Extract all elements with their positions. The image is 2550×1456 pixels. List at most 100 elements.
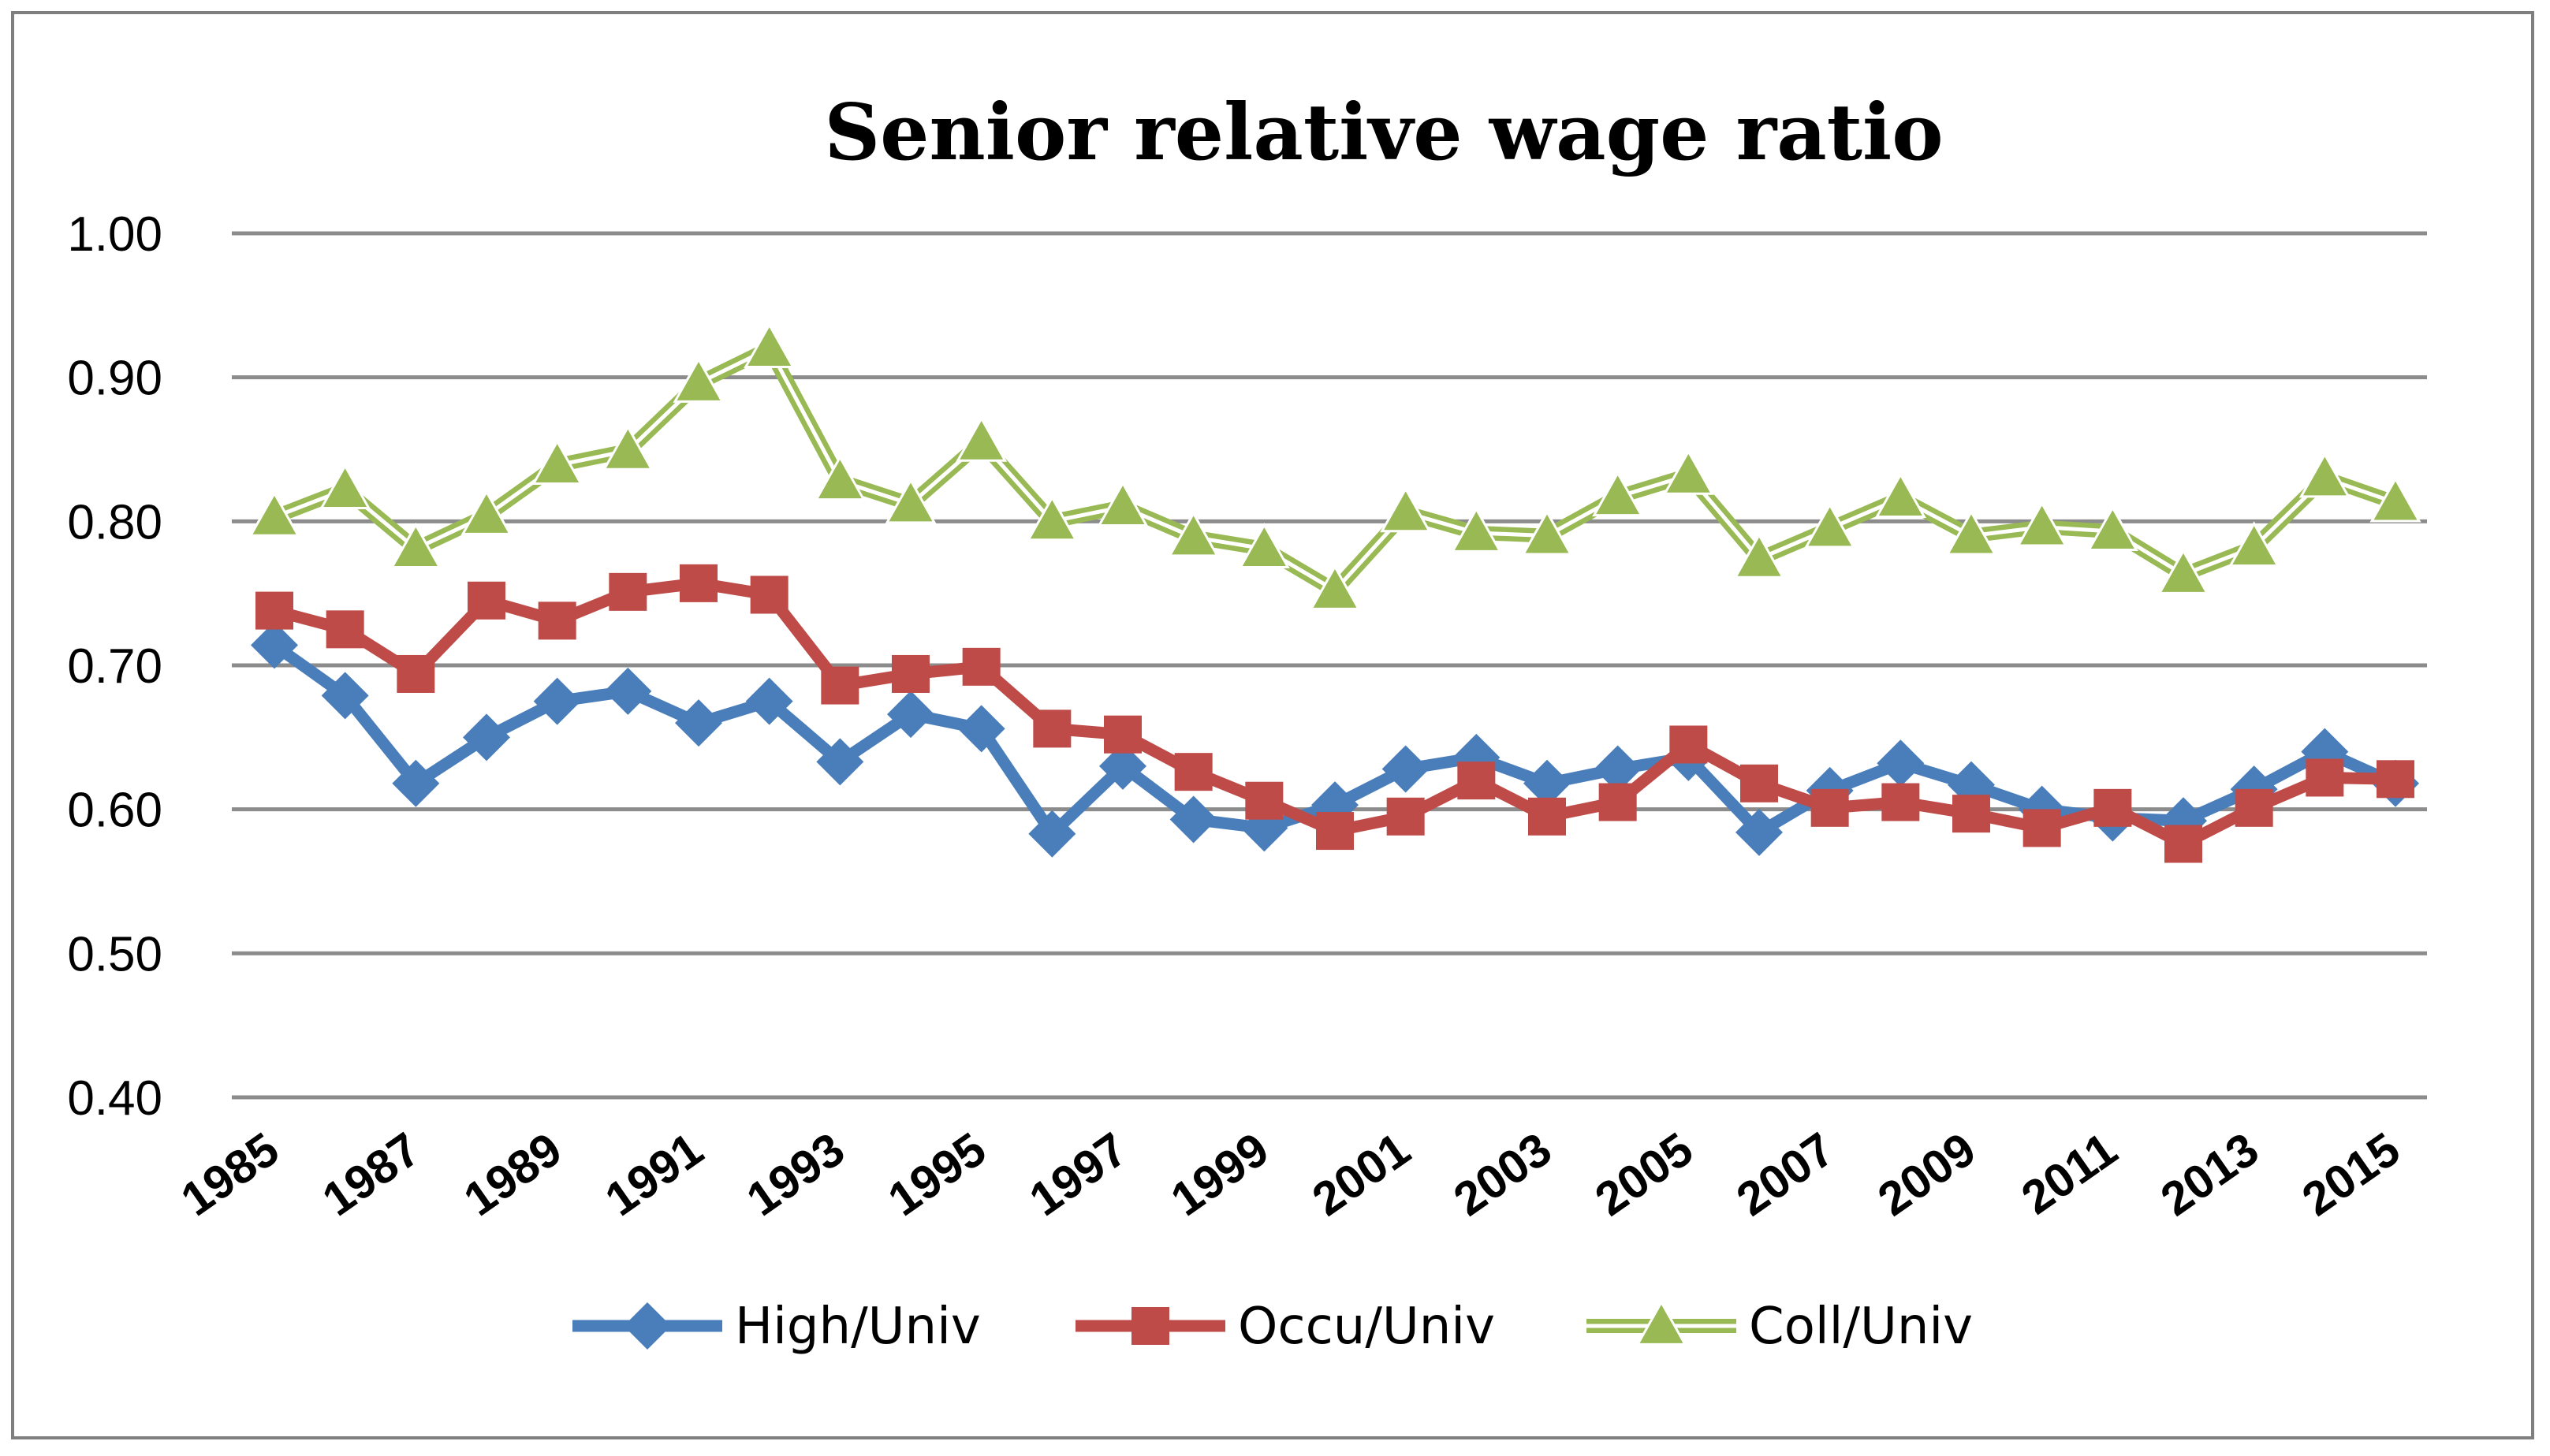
data-point-occu-univ xyxy=(1740,764,1778,802)
data-point-coll-univ xyxy=(1945,509,1997,556)
data-point-high-univ xyxy=(1381,745,1430,793)
data-point-high-univ xyxy=(463,713,510,762)
data-point-coll-univ xyxy=(2369,476,2421,523)
x-tick-label: 2007 xyxy=(1727,1123,1844,1226)
data-point-coll-univ xyxy=(2298,452,2351,498)
data-point-occu-univ xyxy=(892,654,930,693)
data-point-occu-univ xyxy=(1245,781,1284,820)
legend-marker xyxy=(624,1302,671,1350)
data-point-occu-univ xyxy=(255,591,293,630)
data-point-occu-univ xyxy=(680,564,718,602)
data-point-occu-univ xyxy=(1174,753,1213,791)
data-point-occu-univ xyxy=(538,601,576,640)
data-point-coll-univ xyxy=(319,464,371,510)
data-point-occu-univ xyxy=(750,575,788,614)
data-point-coll-univ xyxy=(1804,502,1856,549)
data-point-coll-univ xyxy=(2228,521,2280,568)
x-tick-label: 2001 xyxy=(1303,1123,1419,1226)
data-point-occu-univ xyxy=(1810,788,1849,827)
x-tick-label: 1989 xyxy=(454,1123,571,1226)
x-tick-label: 1985 xyxy=(172,1123,289,1226)
x-tick-label: 1993 xyxy=(737,1123,854,1226)
data-point-high-univ xyxy=(533,677,581,725)
x-tick-label: 1999 xyxy=(1161,1123,1278,1226)
data-point-coll-univ xyxy=(1097,481,1149,527)
data-point-coll-univ xyxy=(460,489,513,535)
data-point-high-univ xyxy=(1735,808,1783,856)
legend-item-coll-univ: Coll/Univ xyxy=(1586,1298,1973,1356)
data-point-occu-univ xyxy=(326,610,364,649)
chart-title: Senior relative wage ratio xyxy=(824,88,1943,178)
chart-area xyxy=(11,11,2534,1439)
data-point-occu-univ xyxy=(1881,783,1920,821)
legend-item-occu-univ: Occu/Univ xyxy=(1076,1298,1495,1356)
data-point-high-univ xyxy=(745,677,793,725)
data-point-occu-univ xyxy=(397,654,435,693)
x-tick-label: 2013 xyxy=(2151,1123,2268,1226)
data-point-coll-univ xyxy=(1592,471,1644,517)
data-point-high-univ xyxy=(816,738,864,786)
data-point-occu-univ xyxy=(962,647,1001,686)
data-point-coll-univ xyxy=(956,415,1008,462)
data-point-occu-univ xyxy=(1457,762,1496,800)
data-point-high-univ xyxy=(1099,742,1146,790)
data-point-occu-univ xyxy=(1104,715,1142,754)
series-line-coll-univ xyxy=(271,341,2398,598)
data-point-occu-univ xyxy=(468,581,505,620)
legend-label: Occu/Univ xyxy=(1238,1298,1495,1356)
data-point-coll-univ xyxy=(744,322,796,369)
data-point-occu-univ xyxy=(2164,825,2202,863)
data-point-coll-univ xyxy=(531,439,583,485)
data-point-high-univ xyxy=(251,621,298,669)
legend: High/Univ Occu/Univ Coll/Univ xyxy=(572,1298,1973,1356)
data-point-occu-univ xyxy=(1598,783,1637,821)
data-point-coll-univ xyxy=(673,356,725,403)
data-point-occu-univ xyxy=(2022,809,2061,847)
y-axis-tick-labels: 1.00 0.90 0.80 0.70 0.60 0.50 0.40 xyxy=(67,207,162,1126)
data-point-coll-univ xyxy=(602,424,654,471)
data-point-coll-univ xyxy=(1380,486,1432,533)
data-point-high-univ xyxy=(1877,739,1925,788)
series-occu-univ xyxy=(255,564,2414,863)
data-point-high-univ xyxy=(675,699,722,747)
data-point-high-univ xyxy=(1523,759,1571,807)
data-point-high-univ xyxy=(321,672,369,720)
data-point-coll-univ xyxy=(1026,495,1078,542)
data-point-coll-univ xyxy=(1521,509,1573,556)
series-coll-univ xyxy=(248,322,2421,610)
x-tick-label: 1995 xyxy=(878,1123,995,1226)
data-point-coll-univ xyxy=(1238,522,1290,568)
data-point-high-univ xyxy=(1028,810,1076,858)
data-point-coll-univ xyxy=(814,455,866,501)
data-point-coll-univ xyxy=(1662,449,1714,495)
x-tick-label: 1987 xyxy=(313,1123,430,1226)
data-point-high-univ xyxy=(1169,795,1217,843)
data-point-coll-univ xyxy=(1309,564,1361,610)
data-point-coll-univ xyxy=(390,522,442,568)
data-point-coll-univ xyxy=(885,478,937,524)
data-point-high-univ xyxy=(392,759,440,807)
legend-label: Coll/Univ xyxy=(1749,1298,1973,1356)
legend-label: High/Univ xyxy=(735,1298,981,1356)
data-point-coll-univ xyxy=(2016,501,2068,547)
data-point-coll-univ xyxy=(1874,472,1926,519)
data-point-occu-univ xyxy=(2377,760,2414,799)
data-point-coll-univ xyxy=(1450,506,1502,553)
data-point-occu-univ xyxy=(609,572,647,611)
x-tick-label: 1991 xyxy=(596,1123,713,1226)
data-point-occu-univ xyxy=(2235,788,2273,827)
data-point-occu-univ xyxy=(2093,788,2132,827)
data-point-occu-univ xyxy=(1952,795,1990,833)
series-line-inner-coll-univ xyxy=(274,346,2396,593)
x-axis-tick-labels: 1985 1987 1989 1991 1993 1995 1997 1999 2001 2003… xyxy=(172,1123,2410,1226)
data-point-coll-univ xyxy=(2157,548,2209,594)
legend-item-high-univ: High/Univ xyxy=(572,1298,981,1356)
data-point-high-univ xyxy=(1594,745,1642,793)
data-point-occu-univ xyxy=(1033,709,1072,748)
y-tick-label: 0.40 xyxy=(67,1071,162,1126)
data-point-coll-univ xyxy=(1168,511,1220,557)
x-tick-label: 2015 xyxy=(2293,1123,2410,1226)
data-point-high-univ xyxy=(957,705,1005,753)
x-tick-label: 2005 xyxy=(1586,1123,1702,1226)
y-tick-label: 0.90 xyxy=(67,352,162,406)
